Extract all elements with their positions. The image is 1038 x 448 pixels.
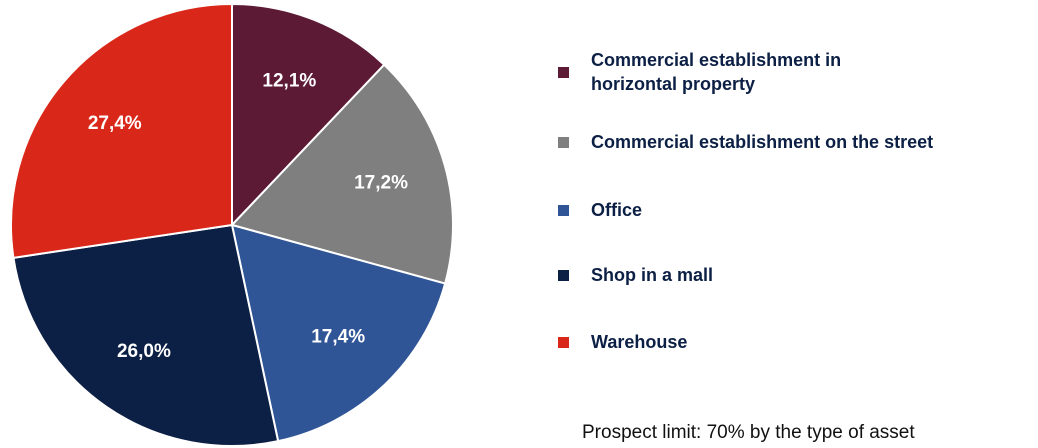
pie-slice xyxy=(231,2,386,228)
legend-label: Office xyxy=(591,200,643,220)
legend-swatch xyxy=(558,66,569,78)
legend-label: Shop in a mall xyxy=(591,265,714,285)
data-label: 12,1% xyxy=(262,70,316,91)
legend-item: Commercial establishment on the street xyxy=(558,130,1028,154)
legend-swatch xyxy=(558,336,569,348)
legend-label: Commercial establishment in horizontal p… xyxy=(591,50,842,94)
legend-swatch xyxy=(558,136,569,148)
legend-label: Commercial establishment on the street xyxy=(591,132,934,152)
legend-item: Commercial establishment in horizontal p… xyxy=(558,48,1028,96)
legend-item: Office xyxy=(558,198,1028,222)
data-label: 26,0% xyxy=(117,341,171,362)
data-label: 17,4% xyxy=(311,327,365,348)
chart: 12,1% 17,2% 17,4% 26,0% 27,4% xyxy=(10,2,454,447)
pie-slice xyxy=(10,2,233,259)
legend-item: Shop in a mall xyxy=(558,263,1028,287)
legend-swatch xyxy=(558,269,569,281)
pie-slice xyxy=(230,223,447,443)
legend-label: Warehouse xyxy=(591,332,688,352)
legend-item: Warehouse xyxy=(558,330,1028,354)
pie-slice xyxy=(230,63,454,285)
pie-slice xyxy=(12,223,280,447)
data-label: 17,2% xyxy=(354,173,408,194)
legend-swatch xyxy=(558,204,569,216)
annotation: Prospect limit: 70% by the type of asset xyxy=(582,422,915,443)
data-label: 27,4% xyxy=(88,113,142,134)
